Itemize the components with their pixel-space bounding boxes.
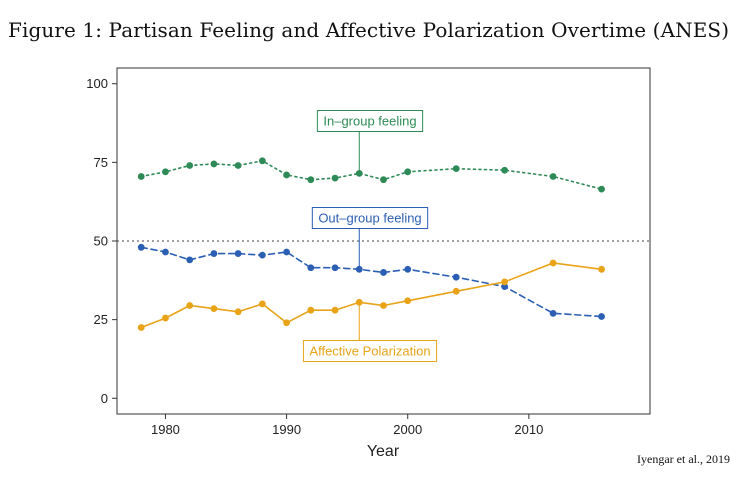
data-point	[501, 283, 509, 291]
series-affective-polarization	[137, 259, 605, 331]
annotation-label: Out–group feeling	[318, 211, 421, 226]
data-point	[283, 319, 290, 327]
y-tick-label: 50	[94, 234, 108, 249]
data-point	[137, 324, 145, 331]
data-point	[549, 309, 557, 317]
data-point	[234, 162, 242, 169]
x-tick-label: 1990	[272, 422, 301, 437]
data-point	[162, 314, 169, 322]
data-point	[307, 176, 315, 184]
data-point	[404, 297, 412, 305]
y-tick-label: 100	[86, 76, 108, 91]
data-point	[186, 302, 194, 309]
data-point	[283, 171, 290, 179]
x-tick-label: 1980	[151, 422, 180, 437]
data-point	[137, 173, 145, 180]
data-point	[307, 264, 315, 272]
data-point	[380, 302, 387, 309]
annotation-label: Affective Polarization	[309, 344, 430, 359]
axes-layer: 0 25 50 75 100 1980 1990 2000 2010	[86, 76, 543, 437]
data-point	[137, 243, 145, 251]
annotation-affective-polarization: Affective Polarization	[302, 302, 438, 362]
series-line	[140, 246, 603, 318]
series-line	[140, 262, 603, 329]
annotation-box	[316, 110, 424, 132]
data-point	[258, 300, 266, 308]
data-point	[258, 157, 266, 165]
data-point	[186, 256, 194, 264]
annotation-out-group-feeling: Out–group feeling	[311, 207, 429, 270]
series-line	[140, 159, 603, 190]
figure-title: Figure 1: Partisan Feeling and Affective…	[8, 18, 730, 42]
annotation-label: In–group feeling	[323, 114, 416, 129]
data-point	[501, 278, 509, 286]
data-point	[258, 251, 266, 259]
data-point	[210, 250, 218, 257]
data-point	[598, 185, 605, 193]
data-point	[307, 306, 315, 314]
data-point	[234, 308, 242, 316]
data-point	[452, 287, 460, 295]
annotation-box	[311, 207, 429, 229]
data-point	[380, 176, 387, 184]
data-point	[331, 264, 339, 272]
source-credit: Iyengar et al., 2019	[637, 452, 730, 466]
annotation-layer: In–group feeling Out–group feeling Affecti…	[302, 110, 438, 362]
data-point	[162, 248, 169, 256]
series-out-group-feeling	[137, 243, 605, 320]
data-point	[331, 174, 339, 182]
data-point	[331, 306, 339, 314]
y-tick-label: 75	[94, 155, 108, 170]
x-tick-label: 2000	[393, 422, 422, 437]
annotation-box	[302, 340, 438, 362]
annotation-in-group-feeling: In–group feeling	[316, 110, 424, 174]
data-point	[380, 269, 387, 276]
data-point	[186, 162, 194, 169]
data-point	[598, 313, 605, 320]
data-point	[549, 259, 557, 267]
data-point	[234, 250, 242, 257]
x-axis-title: Year	[367, 443, 400, 460]
data-point	[452, 165, 460, 173]
data-point	[210, 305, 218, 313]
data-point	[355, 169, 363, 177]
data-point	[452, 273, 460, 281]
data-point	[598, 265, 605, 273]
data-point	[501, 166, 509, 174]
data-point	[283, 248, 290, 256]
series-in-group-feeling	[137, 157, 605, 193]
y-tick-label: 0	[101, 391, 108, 406]
data-point	[549, 173, 557, 180]
data-point	[162, 168, 169, 176]
series-layer	[137, 157, 605, 331]
data-point	[404, 265, 412, 273]
x-tick-label: 2010	[514, 422, 543, 437]
y-tick-label: 25	[94, 312, 108, 327]
data-point	[404, 168, 412, 176]
data-point	[210, 160, 218, 168]
